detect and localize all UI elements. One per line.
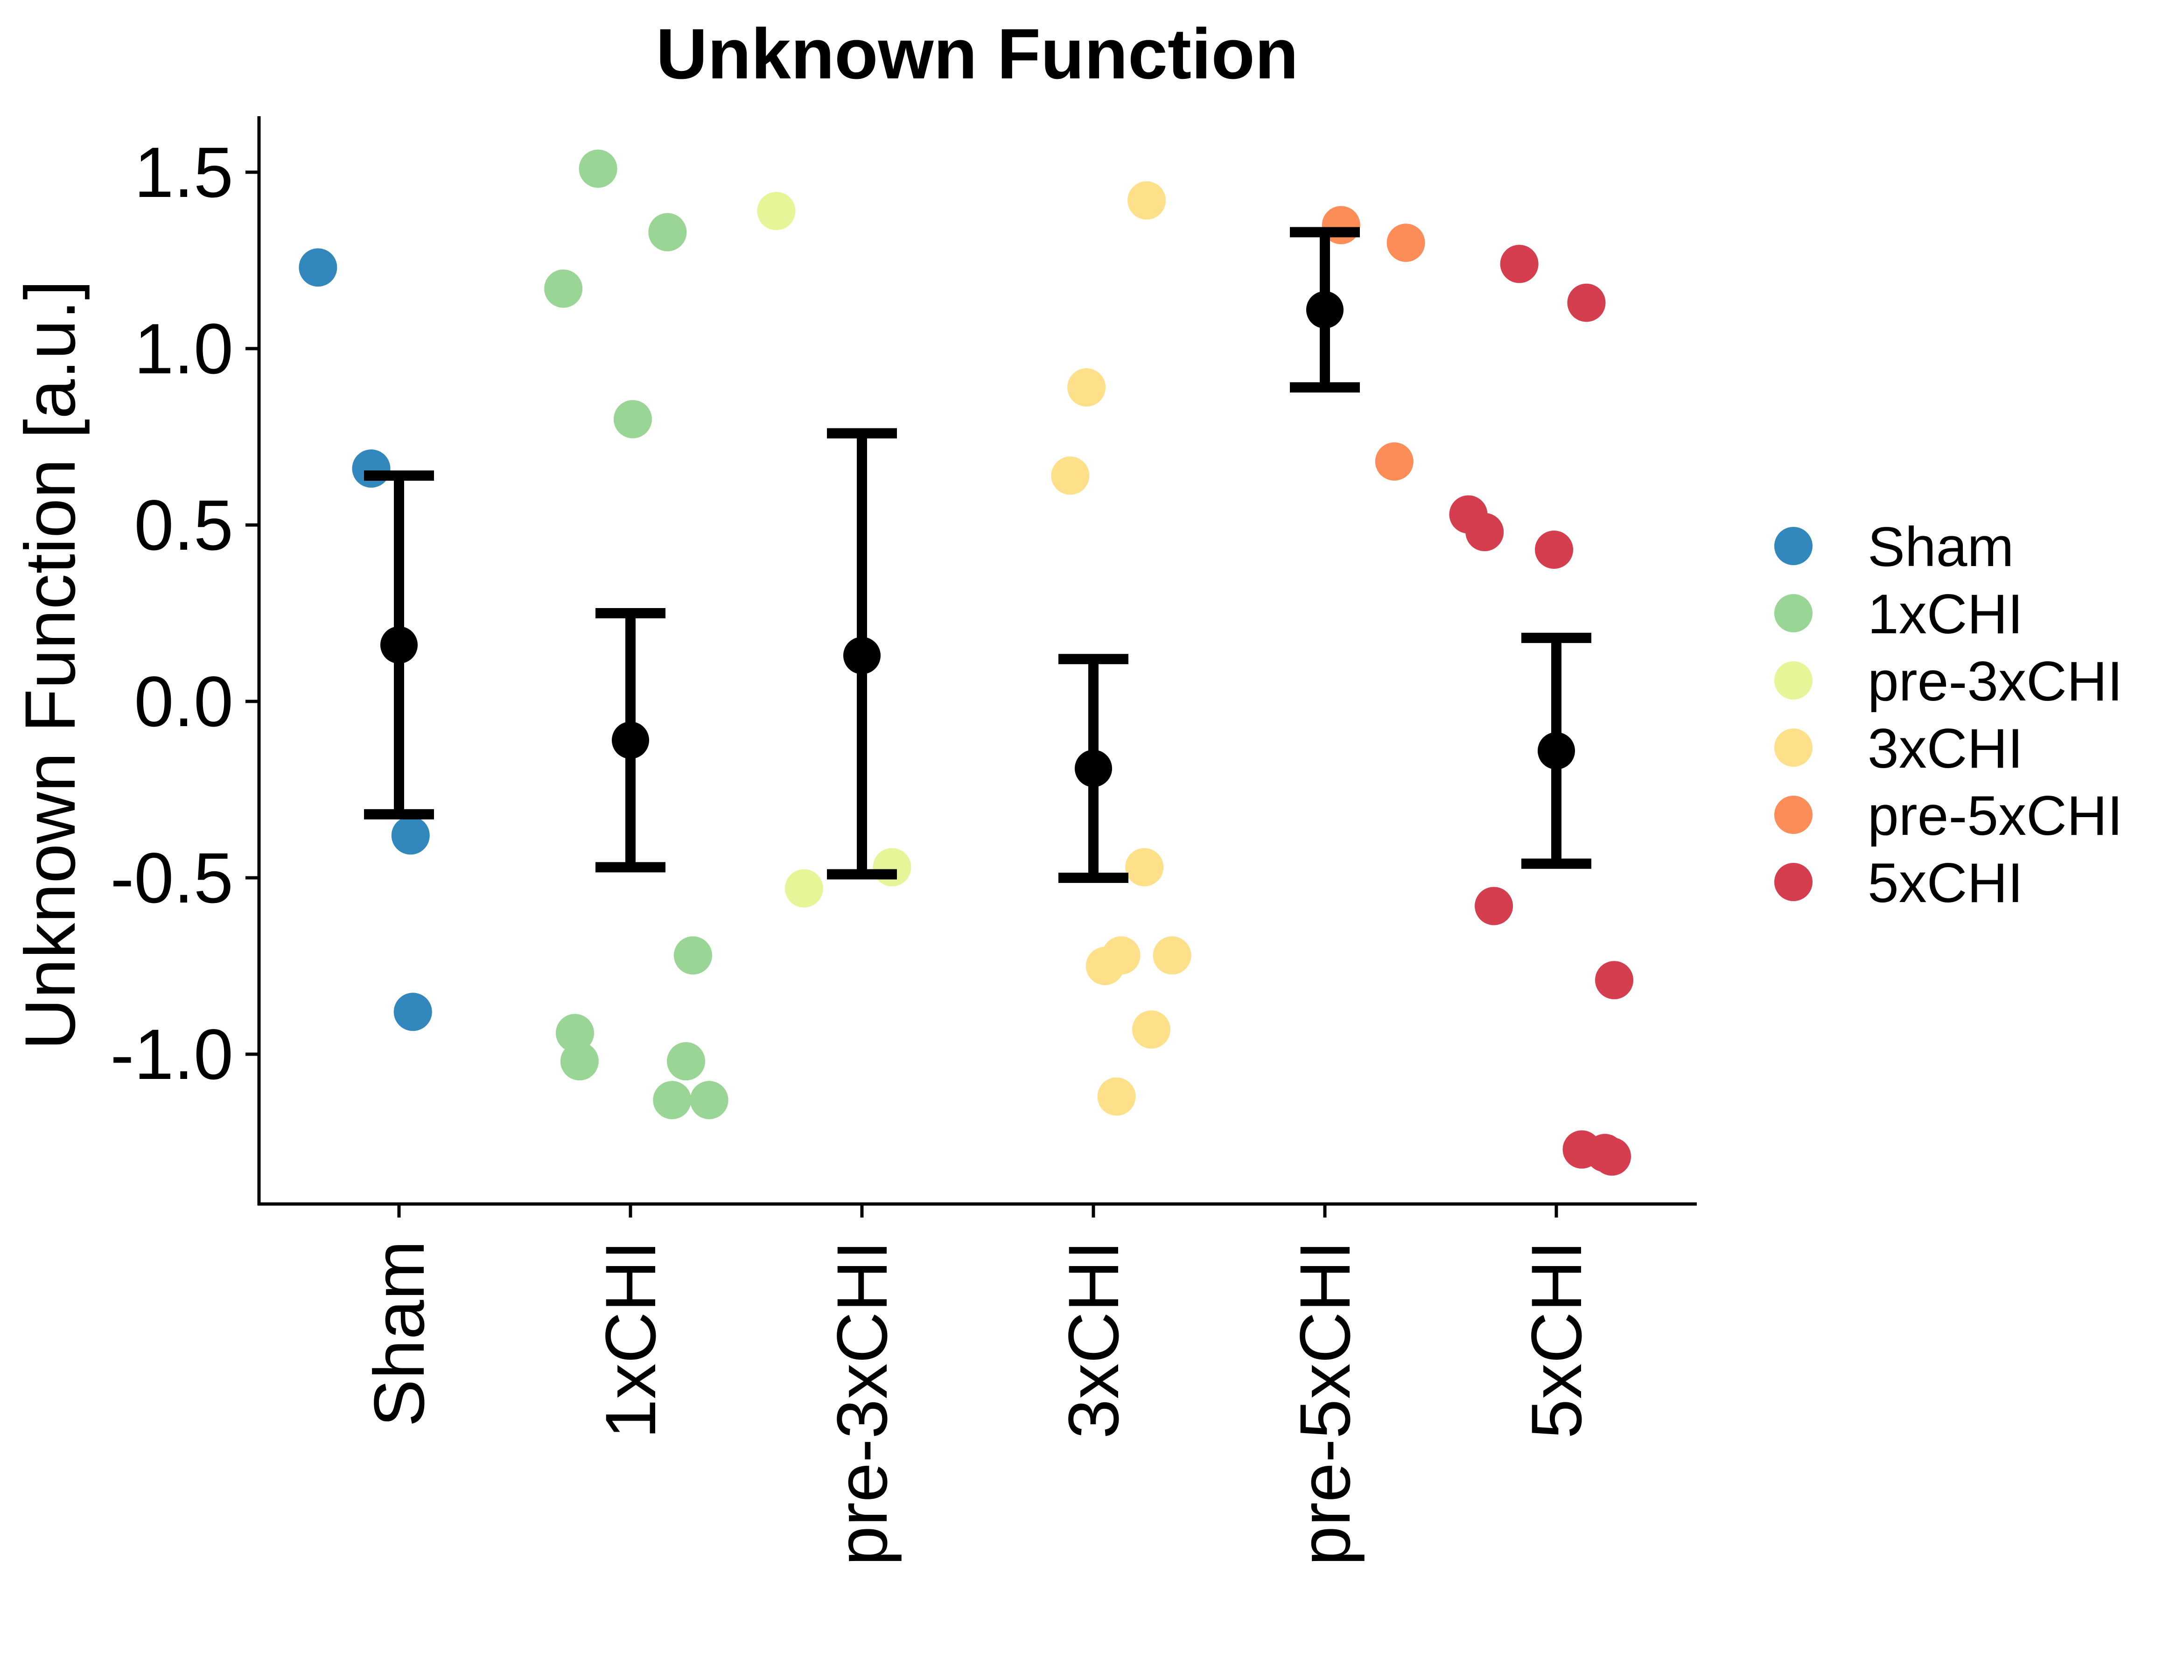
- data-point: [544, 269, 583, 308]
- data-point: [667, 1042, 706, 1081]
- data-point: [391, 816, 430, 855]
- data-point: [352, 449, 391, 488]
- data-point: [1595, 961, 1633, 1000]
- data-point: [1097, 1077, 1136, 1116]
- y-tick-label: 1.5: [134, 133, 233, 212]
- data-point: [785, 869, 823, 908]
- y-tick-label: 0.0: [134, 662, 233, 742]
- legend-label: pre-5xCHI: [1868, 784, 2123, 847]
- legend-label: 3xCHI: [1868, 717, 2023, 780]
- data-point: [613, 400, 652, 439]
- x-tick-label: 5xCHI: [1517, 1240, 1596, 1439]
- y-tick-label: 0.5: [134, 485, 233, 565]
- data-point: [653, 1081, 692, 1120]
- data-point: [1535, 530, 1574, 569]
- legend-marker: [1774, 594, 1813, 632]
- legend-marker: [1774, 661, 1813, 700]
- x-tick-label: Sham: [359, 1240, 439, 1427]
- data-point: [1125, 848, 1164, 887]
- y-axis-title: Unknown Function [a.u.]: [10, 280, 90, 1050]
- y-tick-label: -1.0: [110, 1015, 233, 1094]
- legend-marker: [1774, 863, 1813, 901]
- data-point: [1475, 887, 1513, 925]
- data-point: [555, 1014, 594, 1052]
- data-point: [1386, 224, 1425, 262]
- data-point: [1067, 368, 1106, 407]
- legend-marker: [1774, 796, 1813, 834]
- mean-point: [1538, 732, 1575, 770]
- chart-title: Unknown Function: [656, 14, 1299, 94]
- legend-label: Sham: [1868, 516, 2014, 578]
- data-point: [579, 149, 617, 188]
- data-point: [690, 1081, 728, 1120]
- x-ticks: Sham 1xCHI pre-3xCHI 3xCHI pre-5xCHI 5xCHI: [359, 1204, 1596, 1566]
- data-point: [1051, 456, 1090, 495]
- data-point: [560, 1042, 599, 1081]
- data-point: [1465, 513, 1504, 552]
- data-point: [1375, 442, 1414, 481]
- y-tick-label: -0.5: [110, 838, 233, 918]
- data-point: [1132, 1010, 1170, 1049]
- legend-label: 5xCHI: [1868, 852, 2023, 914]
- mean-point: [1306, 291, 1344, 329]
- legend-marker: [1774, 527, 1813, 565]
- legend-label: pre-3xCHI: [1868, 650, 2123, 713]
- mean-point: [843, 637, 881, 674]
- data-point: [1500, 245, 1539, 283]
- data-point: [1127, 181, 1166, 220]
- data-point: [393, 993, 432, 1031]
- data-point: [1085, 947, 1124, 985]
- mean-point: [612, 721, 649, 759]
- data-point: [1593, 1137, 1631, 1176]
- y-ticks: 1.5 1.0 0.5 0.0 -0.5 -1.0: [110, 133, 259, 1094]
- plot-area: [299, 149, 1633, 1176]
- data-point: [1153, 936, 1191, 975]
- mean-point: [380, 626, 418, 664]
- data-point: [757, 192, 796, 231]
- data-point: [1567, 283, 1606, 322]
- y-tick-label: 1.0: [134, 309, 233, 389]
- data-point: [873, 848, 911, 887]
- legend-marker: [1774, 728, 1813, 767]
- x-tick-label: pre-5xCHI: [1285, 1240, 1365, 1566]
- x-tick-label: 3xCHI: [1054, 1240, 1134, 1439]
- data-point: [673, 936, 712, 975]
- data-point: [648, 213, 687, 252]
- data-point: [299, 248, 337, 287]
- x-tick-label: 1xCHI: [591, 1240, 671, 1439]
- x-tick-label: pre-3xCHI: [822, 1240, 902, 1566]
- mean-point: [1075, 749, 1112, 787]
- legend-label: 1xCHI: [1868, 583, 2023, 645]
